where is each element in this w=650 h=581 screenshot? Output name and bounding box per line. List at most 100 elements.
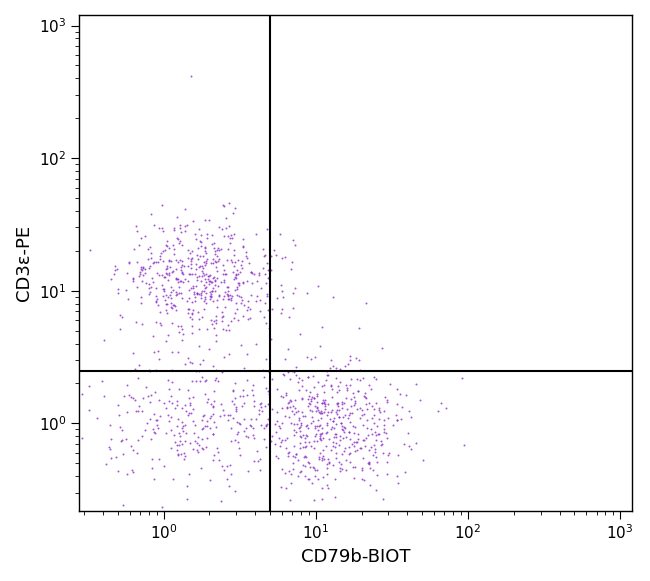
Point bbox=[339, 423, 349, 432]
Point bbox=[281, 403, 292, 412]
X-axis label: CD79b-BIOT: CD79b-BIOT bbox=[301, 548, 411, 566]
Point bbox=[183, 253, 194, 262]
Point bbox=[200, 243, 210, 252]
Point bbox=[391, 415, 402, 425]
Point bbox=[194, 324, 205, 333]
Point bbox=[277, 419, 287, 428]
Point bbox=[227, 396, 237, 406]
Point bbox=[338, 425, 348, 435]
Point bbox=[411, 438, 422, 447]
Point bbox=[255, 399, 266, 408]
Point bbox=[265, 436, 276, 446]
Point bbox=[187, 376, 197, 386]
Point bbox=[357, 463, 367, 472]
Point bbox=[177, 241, 188, 250]
Point bbox=[180, 436, 190, 446]
Point bbox=[282, 449, 293, 458]
Point bbox=[175, 255, 185, 264]
Point bbox=[238, 234, 248, 243]
Point bbox=[370, 431, 381, 440]
Point bbox=[364, 458, 374, 468]
Point bbox=[188, 284, 198, 293]
Point bbox=[310, 465, 320, 475]
Point bbox=[218, 202, 229, 211]
Point bbox=[249, 433, 259, 443]
Point bbox=[166, 304, 177, 313]
Point bbox=[229, 250, 239, 259]
Point bbox=[220, 302, 230, 311]
Point bbox=[192, 272, 202, 281]
Point bbox=[284, 313, 294, 322]
Point bbox=[300, 451, 310, 461]
Point bbox=[192, 439, 202, 448]
Point bbox=[167, 378, 177, 387]
Point bbox=[172, 274, 183, 284]
Point bbox=[396, 415, 406, 424]
Point bbox=[202, 230, 212, 239]
Point bbox=[222, 289, 232, 299]
Point bbox=[391, 472, 402, 481]
Point bbox=[332, 399, 343, 408]
Point bbox=[116, 425, 127, 435]
Point bbox=[281, 388, 292, 397]
Point bbox=[205, 291, 216, 300]
Point bbox=[330, 475, 341, 484]
Point bbox=[158, 257, 168, 266]
Point bbox=[317, 494, 327, 504]
Point bbox=[42, 416, 53, 425]
Point bbox=[103, 442, 114, 451]
Point bbox=[223, 291, 233, 300]
Point bbox=[239, 414, 250, 424]
Point bbox=[226, 256, 236, 265]
Point bbox=[166, 398, 177, 407]
Point bbox=[143, 255, 153, 264]
Point bbox=[247, 268, 257, 278]
Point bbox=[459, 440, 469, 450]
Point bbox=[174, 327, 184, 336]
Point bbox=[248, 390, 258, 400]
Point bbox=[60, 394, 70, 403]
Point bbox=[122, 268, 132, 278]
Point bbox=[186, 71, 196, 81]
Point bbox=[131, 318, 142, 327]
Point bbox=[309, 443, 319, 453]
Point bbox=[58, 264, 69, 274]
Point bbox=[378, 449, 388, 458]
Point bbox=[231, 273, 242, 282]
Point bbox=[363, 399, 374, 408]
Point bbox=[218, 295, 228, 304]
Point bbox=[382, 395, 392, 404]
Point bbox=[183, 261, 193, 271]
Point bbox=[301, 421, 311, 431]
Point bbox=[204, 413, 214, 422]
Point bbox=[369, 411, 379, 420]
Point bbox=[245, 313, 255, 322]
Point bbox=[200, 421, 210, 431]
Point bbox=[339, 509, 350, 518]
Point bbox=[164, 290, 175, 299]
Point bbox=[236, 260, 246, 270]
Point bbox=[150, 257, 160, 266]
Point bbox=[119, 391, 129, 400]
Point bbox=[393, 450, 403, 459]
Point bbox=[258, 263, 268, 272]
Point bbox=[144, 288, 155, 297]
Point bbox=[233, 278, 243, 288]
Point bbox=[136, 234, 146, 243]
Point bbox=[259, 312, 269, 321]
Point bbox=[209, 239, 219, 248]
Point bbox=[144, 397, 155, 407]
Point bbox=[312, 437, 322, 446]
Point bbox=[125, 392, 136, 401]
Point bbox=[153, 223, 164, 232]
Point bbox=[201, 282, 211, 292]
Point bbox=[361, 298, 371, 307]
Point bbox=[329, 424, 339, 433]
Point bbox=[234, 418, 244, 428]
Point bbox=[315, 430, 326, 439]
Point bbox=[172, 422, 183, 431]
Point bbox=[146, 248, 156, 257]
Point bbox=[237, 241, 248, 250]
Point bbox=[337, 424, 347, 433]
Point bbox=[138, 271, 148, 280]
